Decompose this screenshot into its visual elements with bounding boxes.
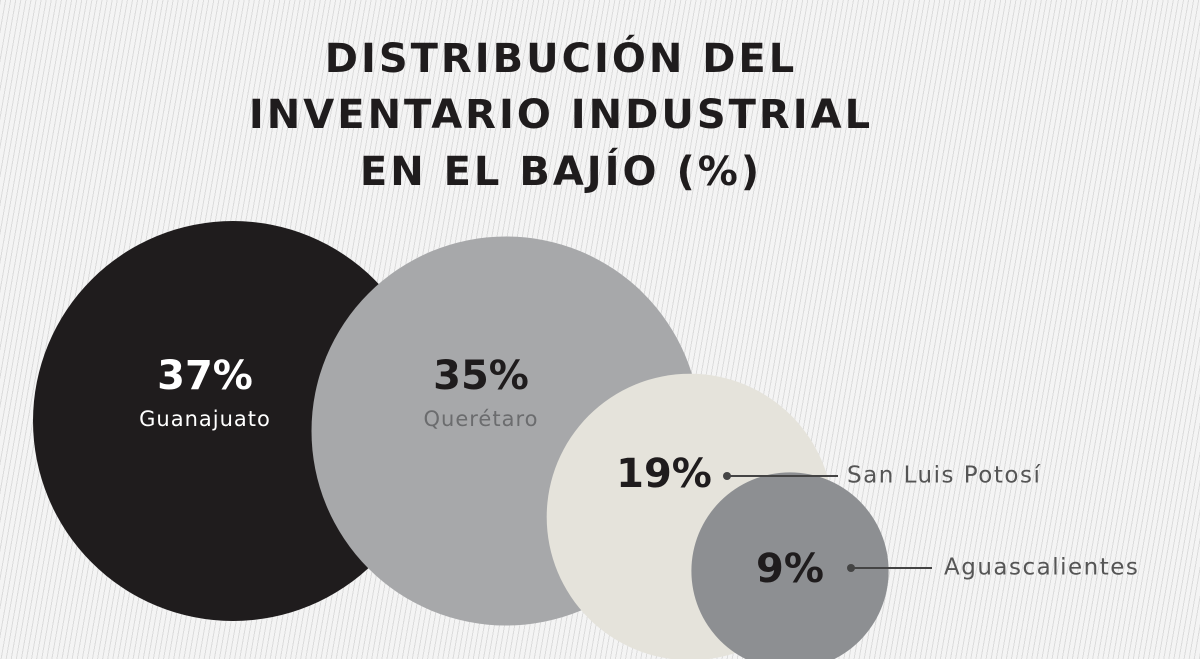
bubble-labels: 37% Guanajuato 35% Querétaro 19% San Luis Pot… — [139, 353, 1139, 592]
category-label-queretaro: Querétaro — [424, 407, 539, 431]
bubble-guanajuato — [33, 221, 433, 621]
value-label-aguascalientes: 9% — [756, 546, 824, 592]
value-label-san-luis-potosi: 19% — [616, 451, 712, 497]
chart-title-line-1: DISTRIBUCIÓN DEL — [325, 34, 798, 82]
value-label-guanajuato: 37% — [157, 353, 253, 399]
chart-title: DISTRIBUCIÓN DEL INVENTARIO INDUSTRIAL E… — [249, 34, 873, 195]
bubbles — [33, 221, 889, 659]
category-label-san-luis-potosi: San Luis Potosí — [847, 463, 1041, 489]
category-label-aguascalientes: Aguascalientes — [944, 555, 1139, 581]
category-label-guanajuato: Guanajuato — [139, 407, 271, 431]
value-label-queretaro: 35% — [433, 353, 529, 399]
chart-title-line-3: EN EL BAJÍO (%) — [360, 147, 762, 195]
chart-title-line-2: INVENTARIO INDUSTRIAL — [249, 92, 873, 138]
bubble-aguascalientes — [691, 472, 889, 659]
